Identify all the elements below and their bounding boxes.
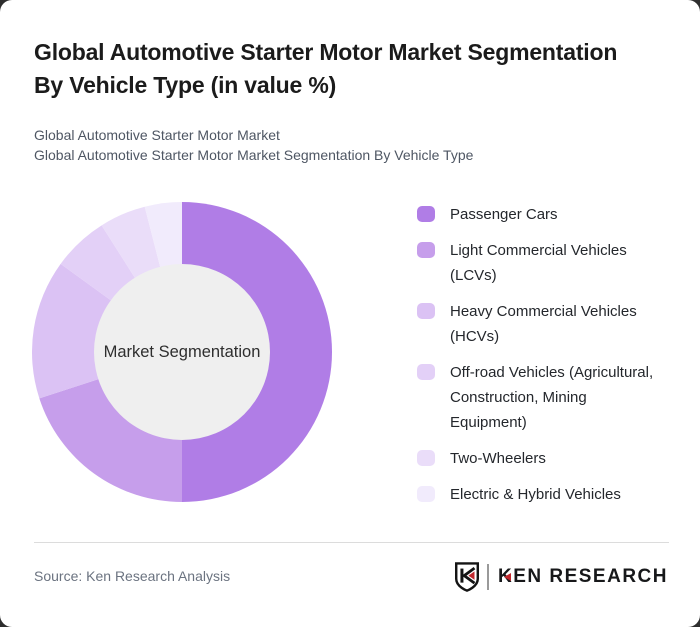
legend-label: Electric & Hybrid Vehicles [450, 486, 621, 503]
legend-item-electric-hybrid: Electric & Hybrid Vehicles [417, 482, 669, 507]
footer-divider [34, 542, 669, 543]
header: Global Automotive Starter Motor Market S… [34, 36, 634, 165]
legend-label: Passenger Cars [450, 206, 558, 223]
legend-item-offroad: Off-road Vehicles (Agricultural, Constru… [417, 360, 669, 435]
page-title: Global Automotive Starter Motor Market S… [34, 39, 618, 98]
legend-item-two-wheelers: Two-Wheelers [417, 446, 669, 471]
legend-swatch-icon [417, 364, 435, 380]
ken-research-logo: KEN RESEARCH [454, 562, 668, 592]
logo-k-red-triangle-icon [504, 572, 512, 581]
legend-item-passenger-cars: Passenger Cars [417, 202, 669, 227]
legend-swatch-icon [417, 486, 435, 502]
logo-wordmark-text: KEN RESEARCH [497, 566, 668, 587]
donut-chart: Market Segmentation [32, 202, 332, 502]
legend-label: Off-road Vehicles (Agricultural, Constru… [450, 364, 654, 431]
logo-divider-bar [486, 564, 489, 590]
donut-inner-circle [94, 264, 270, 440]
legend-item-hcv: Heavy Commercial Vehicles (HCVs) [417, 299, 669, 349]
subtitle-line-2: Global Automotive Starter Motor Market S… [34, 147, 474, 163]
legend-label: Two-Wheelers [450, 450, 546, 467]
legend-item-lcv: Light Commercial Vehicles (LCVs) [417, 238, 669, 288]
logo-shield-icon [454, 562, 479, 592]
subtitle-block: Global Automotive Starter Motor Market G… [34, 125, 634, 165]
chart-legend: Passenger Cars Light Commercial Vehicles… [417, 202, 669, 507]
legend-swatch-icon [417, 303, 435, 319]
legend-swatch-icon [417, 450, 435, 466]
legend-label: Light Commercial Vehicles (LCVs) [450, 242, 627, 284]
logo-wordmark: KEN RESEARCH [498, 566, 668, 588]
source-text: Source: Ken Research Analysis [34, 568, 231, 584]
donut-svg [32, 202, 332, 502]
legend-label: Heavy Commercial Vehicles (HCVs) [450, 303, 637, 345]
legend-swatch-icon [417, 206, 435, 222]
legend-swatch-icon [417, 242, 435, 258]
subtitle-line-1: Global Automotive Starter Motor Market [34, 127, 280, 143]
